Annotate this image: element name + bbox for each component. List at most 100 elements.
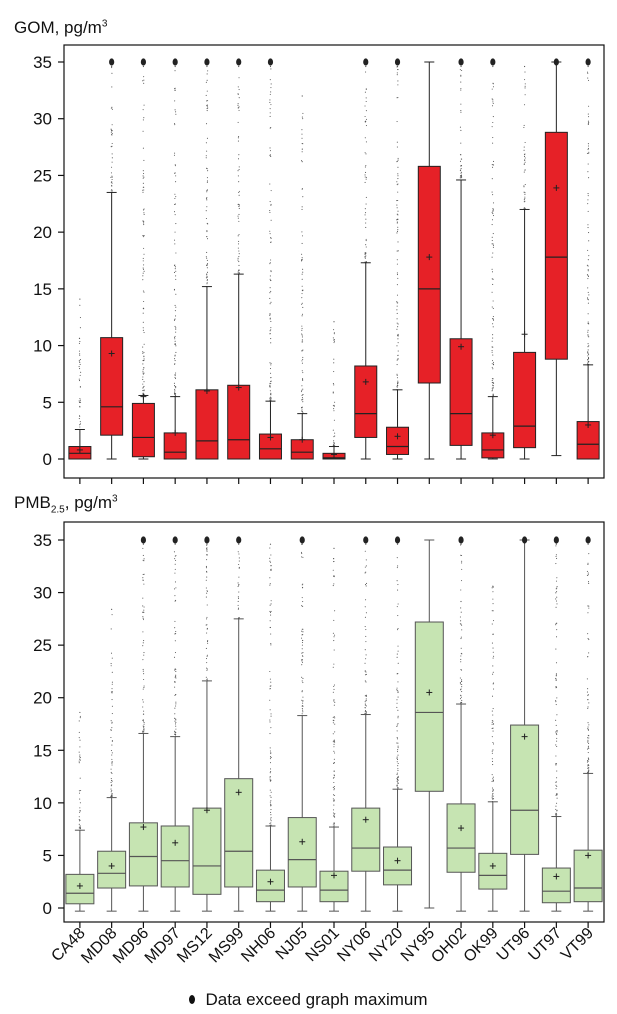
pmb-outlier-point xyxy=(269,583,271,585)
pmb-outlier-point xyxy=(110,791,112,793)
pmb-outlier-point xyxy=(555,763,557,765)
gom-box-UT96 xyxy=(513,351,537,449)
gom-outlier-point xyxy=(143,270,145,272)
pmb-y-tick-label: 10 xyxy=(33,794,52,813)
gom-outlier-point xyxy=(269,333,271,335)
pmb-outlier-point xyxy=(588,747,590,750)
gom-outlier-point xyxy=(110,176,112,178)
pmb-outlier-point xyxy=(491,760,494,762)
pmb-outlier-point xyxy=(587,748,589,750)
pmb-box-NH06 xyxy=(255,869,285,903)
gom-outlier-point xyxy=(333,321,335,323)
gom-outlier-point xyxy=(238,166,240,168)
pmb-outlier-point xyxy=(555,755,557,757)
gom-outlier-point xyxy=(143,159,145,161)
pmb-outlier-point xyxy=(206,618,208,620)
pmb-outlier-point xyxy=(397,565,399,567)
gom-outlier-point xyxy=(302,196,304,198)
gom-outlier-point xyxy=(143,76,145,78)
pmb-outlier-point xyxy=(492,671,494,673)
gom-outlier-point xyxy=(492,202,495,204)
pmb-outlier-point xyxy=(556,740,558,742)
pmb-outlier-point xyxy=(555,555,557,557)
gom-outlier-point xyxy=(364,174,366,176)
gom-outlier-point xyxy=(397,178,399,180)
gom-outlier-point xyxy=(397,84,399,86)
gom-outlier-point xyxy=(238,240,240,242)
pmb-outlier-point xyxy=(174,676,176,678)
gom-outlier-point xyxy=(78,378,80,380)
gom-outlier-point xyxy=(524,198,526,200)
pmb-outlier-point xyxy=(556,785,558,787)
pmb-outlier-point xyxy=(206,544,208,546)
pmb-outlier-point xyxy=(301,641,304,644)
pmb-outlier-point xyxy=(461,699,463,701)
gom-outlier-point xyxy=(270,338,272,340)
gom-outlier-point xyxy=(332,444,334,446)
pmb-outlier-point xyxy=(396,673,398,675)
gom-outlier-point xyxy=(206,177,208,179)
pmb-outlier-point xyxy=(110,729,112,732)
gom-outlier-point xyxy=(397,338,399,340)
pmb-outlier-point xyxy=(238,567,240,569)
pmb-outlier-point xyxy=(396,742,398,744)
gom-outlier-point xyxy=(364,257,366,259)
gom-outlier-point xyxy=(143,372,145,374)
pmb-outlier-point xyxy=(396,687,398,689)
pmb-outlier-point xyxy=(492,778,494,780)
gom-outlier-point xyxy=(524,87,526,89)
pmb-outlier-point xyxy=(587,688,589,690)
pmb-outlier-point xyxy=(587,737,589,739)
pmb-outlier-point xyxy=(110,628,112,630)
pmb-outlier-point xyxy=(175,555,177,557)
pmb-outlier-point xyxy=(333,560,335,563)
pmb-outlier-point xyxy=(365,698,367,700)
gom-outlier-point xyxy=(142,351,144,353)
pmb-outlier-point xyxy=(270,817,272,819)
gom-outlier-point xyxy=(301,297,303,299)
gom-outlier-point xyxy=(492,334,494,336)
gom-outlier-point xyxy=(491,211,493,213)
pmb-outlier-point xyxy=(238,576,240,578)
gom-outlier-point xyxy=(334,444,336,446)
gom-box-UT97 xyxy=(544,131,568,360)
gom-outlier-point xyxy=(175,111,177,113)
gom-outlier-point xyxy=(365,118,368,120)
gom-outlier-point xyxy=(396,213,398,215)
gom-outlier-point xyxy=(238,77,240,79)
pmb-outlier-point xyxy=(270,818,272,820)
pmb-outlier-point xyxy=(556,797,558,799)
gom-outlier-point xyxy=(301,208,303,211)
gom-outlier-point xyxy=(174,342,176,345)
pmb-outlier-point xyxy=(491,695,494,697)
gom-outlier-point xyxy=(142,268,145,270)
gom-box-MD97 xyxy=(163,432,187,460)
pmb-outlier-point xyxy=(492,779,494,781)
gom-outlier-point xyxy=(174,385,176,387)
gom-outlier-point xyxy=(269,278,271,280)
pmb-outlier-point xyxy=(79,756,81,758)
gom-outlier-point xyxy=(524,85,526,87)
gom-outlier-point xyxy=(270,327,272,329)
gom-outlier-point xyxy=(143,300,145,303)
gom-outlier-point xyxy=(79,426,81,428)
pmb-outlier-point xyxy=(269,762,272,764)
gom-outlier-point xyxy=(396,383,399,385)
station-label-NY06: NY06 xyxy=(334,925,374,965)
gom-outlier-point xyxy=(142,177,144,179)
gom-outlier-point xyxy=(587,269,589,271)
pmb-outlier-point xyxy=(492,741,494,744)
pmb-outlier-point xyxy=(556,777,558,779)
gom-outlier-point xyxy=(142,235,144,237)
gom-outlier-point xyxy=(78,380,81,382)
pmb-outlier-point xyxy=(364,712,366,715)
pmb-outlier-point xyxy=(492,730,494,732)
pmb-outlier-point xyxy=(238,584,240,586)
gom-y-tick-label: 0 xyxy=(43,450,52,469)
gom-outlier-point xyxy=(397,173,399,175)
gom-outlier-point xyxy=(270,87,272,89)
pmb-outlier-point xyxy=(397,776,399,778)
pmb-outlier-point xyxy=(587,572,589,574)
pmb-outlier-point xyxy=(270,752,272,754)
